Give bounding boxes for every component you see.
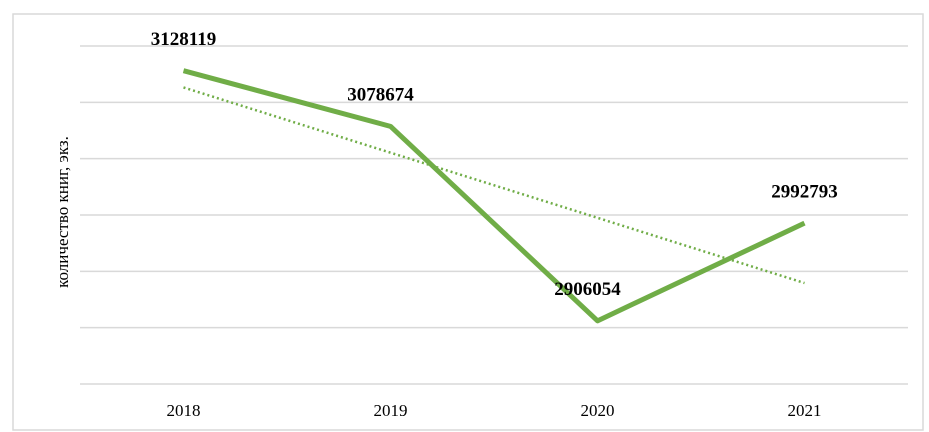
x-tick-label: 2020	[581, 401, 615, 420]
data-label: 2992793	[771, 181, 838, 202]
data-label: 3078674	[347, 85, 414, 106]
y-axis-label: количество книг, экз.	[53, 136, 72, 288]
x-tick-label: 2019	[374, 401, 408, 420]
x-tick-label: 2021	[788, 401, 822, 420]
data-label: 2906054	[554, 279, 621, 300]
data-line	[182, 68, 806, 324]
trend-line	[183, 86, 805, 285]
chart-border	[12, 13, 924, 431]
x-tick-label: 2018	[167, 401, 201, 420]
data-label: 3128119	[151, 29, 216, 50]
